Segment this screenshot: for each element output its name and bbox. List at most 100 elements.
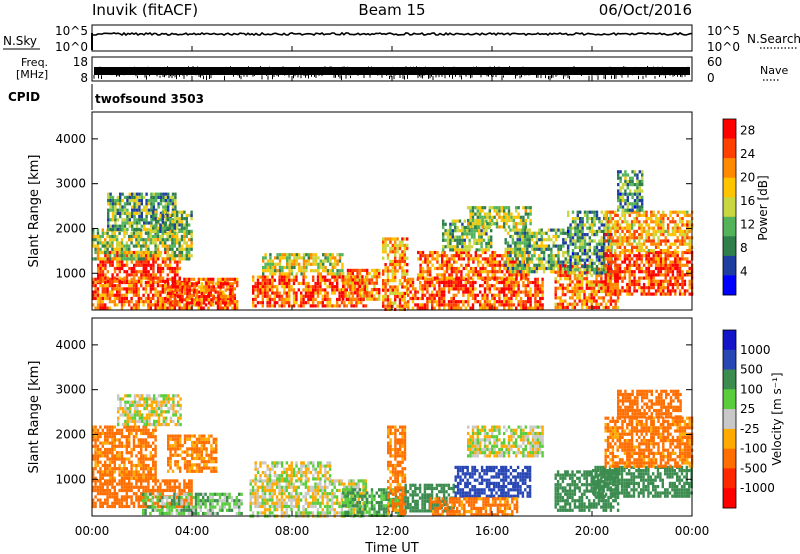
heatmap-cell [312, 301, 315, 305]
heatmap-cell [559, 273, 562, 278]
heatmap-cell [207, 298, 211, 302]
heatmap-cell [493, 266, 497, 271]
heatmap-cell [382, 243, 385, 247]
heatmap-cell [478, 229, 481, 233]
heatmap-cell [368, 278, 371, 282]
heatmap-cell [423, 293, 427, 297]
heatmap-cell [128, 234, 131, 239]
heatmap-cell [126, 215, 129, 219]
heatmap-cell [490, 241, 493, 246]
heatmap-cell [179, 291, 182, 295]
heatmap-cell [469, 290, 472, 294]
heatmap-cell [683, 223, 687, 227]
heatmap-cell [419, 266, 422, 271]
heatmap-cell [152, 241, 155, 245]
heatmap-cell [598, 226, 601, 230]
heatmap-cell [433, 306, 436, 310]
heatmap-cell [510, 284, 513, 288]
heatmap-cell [676, 276, 679, 280]
heatmap-cell [125, 244, 128, 248]
heatmap-cell [140, 270, 143, 274]
heatmap-cell [583, 239, 587, 243]
heatmap-cell [576, 264, 579, 268]
heatmap-cell [490, 229, 493, 233]
heatmap-cell [228, 277, 232, 281]
heatmap-cell [271, 285, 274, 289]
heatmap-cell [522, 222, 525, 226]
heatmap-cell [676, 286, 679, 290]
heatmap-cell [389, 285, 392, 289]
heatmap-cell [666, 273, 670, 277]
heatmap-cell [180, 257, 184, 261]
heatmap-cell [605, 220, 608, 224]
heatmap-cell [363, 281, 366, 285]
heatmap-cell [351, 278, 354, 282]
heatmap-cell [274, 256, 277, 260]
heatmap-cell [286, 259, 289, 263]
heatmap-cell [259, 301, 262, 305]
heatmap-cell [145, 205, 148, 209]
freq-label-2: [MHz] [16, 68, 48, 81]
heatmap-cell [268, 301, 272, 305]
heatmap-cell [370, 278, 374, 282]
heatmap-cell [512, 303, 515, 307]
heatmap-cell [552, 254, 555, 258]
heatmap-cell [207, 277, 210, 281]
heatmap-cell [285, 291, 288, 295]
heatmap-cell [681, 250, 684, 255]
heatmap-cell [401, 250, 404, 254]
heatmap-cell [666, 286, 670, 290]
heatmap-cell [334, 262, 337, 266]
heatmap-cell [106, 270, 109, 274]
heatmap-cell [219, 291, 223, 295]
heatmap-cell [592, 289, 596, 294]
heatmap-cell [171, 282, 175, 286]
heatmap-cell [169, 199, 172, 203]
heatmap-cell [462, 293, 465, 297]
heatmap-cell [493, 293, 496, 297]
heatmap-cell [452, 280, 455, 285]
heatmap-cell [171, 208, 175, 212]
heatmap-cell [609, 213, 612, 217]
heatmap-cell [452, 287, 455, 291]
heatmap-cell [436, 266, 439, 271]
heatmap-cell [233, 296, 236, 301]
heatmap-cell [623, 236, 627, 240]
heatmap-cell [657, 236, 660, 240]
heatmap-cell [391, 243, 394, 247]
heatmap-cell [474, 218, 477, 223]
heatmap-cell [273, 278, 276, 282]
heatmap-cell [329, 272, 332, 276]
heatmap-cell [595, 217, 599, 221]
heatmap-cell [678, 282, 682, 287]
heatmap-cell [467, 280, 470, 285]
heatmap-cell [474, 222, 477, 226]
heatmap-cell [595, 280, 598, 284]
heatmap-cell [505, 212, 508, 216]
heatmap-cell [336, 285, 339, 289]
heatmap-cell [514, 244, 517, 248]
heatmap-cell [448, 273, 451, 277]
heatmap-cell [578, 273, 581, 278]
heatmap-cell [171, 250, 174, 255]
heatmap-cell [513, 260, 516, 264]
heatmap-cell [126, 202, 129, 206]
heatmap-cell [403, 263, 406, 267]
heatmap-cell [407, 277, 410, 281]
heatmap-cell [479, 209, 482, 213]
heatmap-cell [535, 244, 539, 248]
heatmap-cell [288, 262, 291, 266]
heatmap-cell [463, 219, 466, 223]
heatmap-cell [459, 287, 463, 291]
heatmap-cell [583, 299, 586, 303]
heatmap-cell [512, 225, 515, 229]
heatmap-cell [423, 280, 427, 285]
heatmap-cell [340, 301, 344, 305]
heatmap-cell [517, 280, 520, 285]
heatmap-cell [480, 235, 483, 239]
heatmap-cell [564, 273, 567, 278]
heatmap-cell [488, 290, 491, 294]
heatmap-cell [509, 247, 512, 251]
heatmap-cell [441, 266, 444, 271]
heatmap-cell [498, 287, 501, 291]
